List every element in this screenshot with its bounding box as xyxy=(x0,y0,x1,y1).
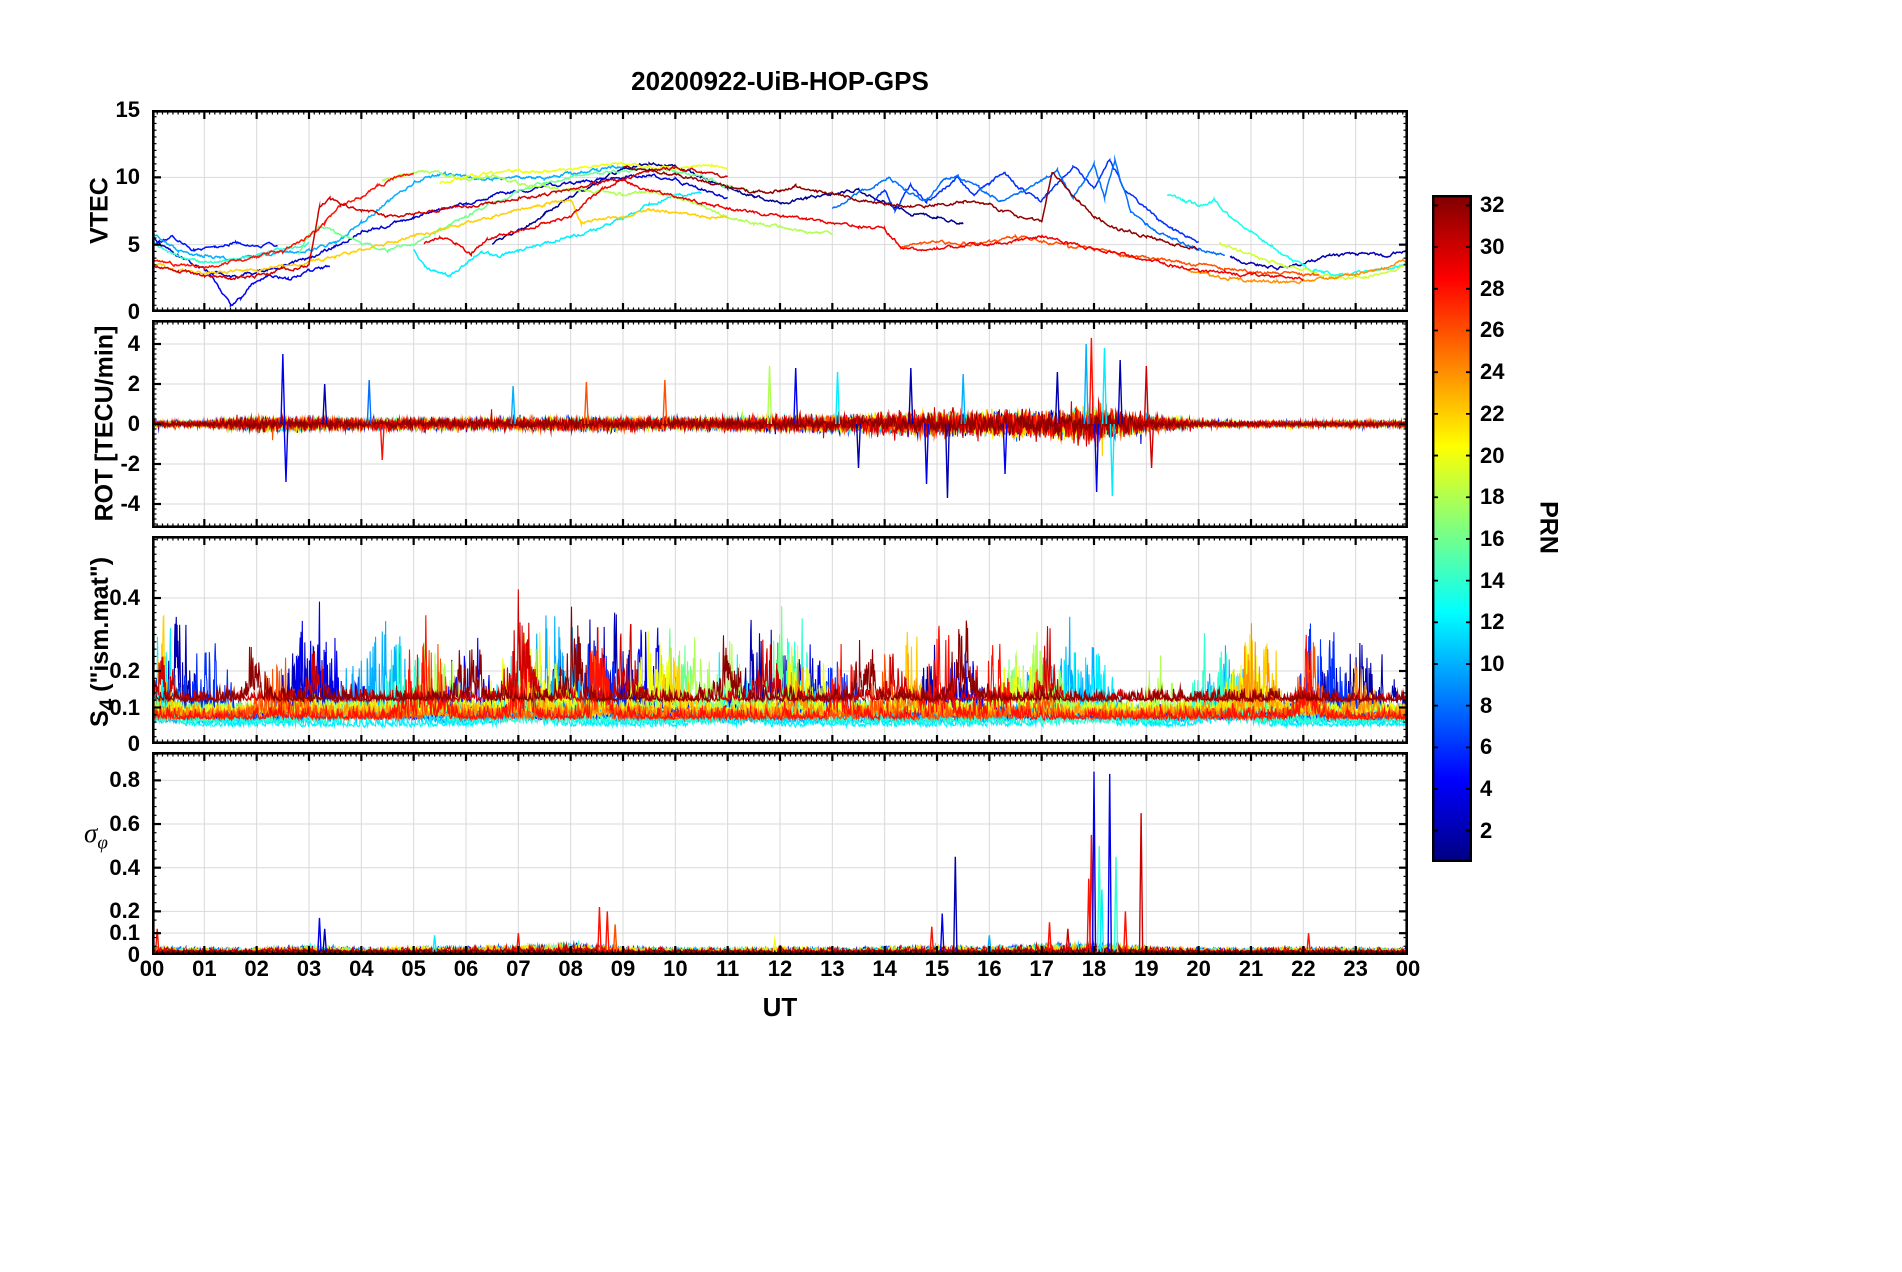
x-tick-label: 07 xyxy=(506,956,531,981)
colorbar-tick-label: 30 xyxy=(1480,234,1505,260)
x-tick-label: 02 xyxy=(244,956,269,981)
rot-panel-canvas xyxy=(152,320,1408,528)
y-tick-label: 0.6 xyxy=(109,811,140,837)
x-tick-label: 17 xyxy=(1029,956,1054,981)
y-tick-label: 0 xyxy=(127,942,140,967)
x-tick-label: 15 xyxy=(924,956,950,981)
x-tick-label: 05 xyxy=(401,956,426,981)
y-tick-label: 0 xyxy=(127,299,140,324)
x-tick-label: 06 xyxy=(453,956,479,981)
colorbar-tick-label: 10 xyxy=(1480,650,1505,676)
colorbar-tick-label: 32 xyxy=(1480,192,1505,218)
x-tick-label: 01 xyxy=(192,956,217,981)
colorbar-tick-label: 2 xyxy=(1480,817,1493,843)
colorbar-tick-label: 14 xyxy=(1480,567,1505,593)
sigma-label-main: σ xyxy=(84,818,98,848)
x-tick-label: 18 xyxy=(1081,956,1107,981)
y-tick-label: 0.1 xyxy=(109,920,140,946)
figure-title: 20200922-UiB-HOP-GPS xyxy=(631,66,929,96)
x-tick-label: 19 xyxy=(1134,956,1159,981)
y-tick-label: -4 xyxy=(120,491,140,516)
x-tick-label: 20 xyxy=(1186,956,1211,981)
y-tick-label: 0.2 xyxy=(109,658,140,684)
y-tick-label: 5 xyxy=(127,231,140,257)
x-tick-label: 00 xyxy=(139,956,165,981)
y-tick-label: 0.2 xyxy=(109,898,140,924)
x-tick-label: 11 xyxy=(716,956,740,981)
y-tick-label: 0 xyxy=(127,411,140,436)
x-tick-label: 10 xyxy=(663,956,688,981)
sigma-label-sub: φ xyxy=(97,832,108,854)
x-tick-label: 23 xyxy=(1343,956,1368,981)
colorbar-tick-label: 26 xyxy=(1480,317,1505,343)
y-tick-label: 4 xyxy=(127,331,140,356)
colorbar-tick-label: 16 xyxy=(1480,525,1505,551)
colorbar-tick-label: 12 xyxy=(1480,609,1505,635)
x-tick-label: 04 xyxy=(349,956,374,981)
prn-colorbar xyxy=(1432,195,1472,862)
x-axis-label: UT xyxy=(762,992,798,1022)
y-tick-label: 0.4 xyxy=(109,854,140,880)
colorbar-tick-label: 4 xyxy=(1480,776,1493,802)
x-tick-label: 14 xyxy=(872,956,897,981)
y-tick-label: 2 xyxy=(127,371,140,396)
y-tick-label: -2 xyxy=(120,451,140,476)
colorbar-tick-label: 20 xyxy=(1480,442,1505,468)
x-tick-label: 09 xyxy=(610,956,636,981)
x-tick-label: 12 xyxy=(767,956,793,981)
y-tick-label: 0.8 xyxy=(109,767,140,793)
colorbar-tick-label: 22 xyxy=(1480,400,1505,426)
x-tick-label: 13 xyxy=(820,956,845,981)
colorbar-tick-label: 6 xyxy=(1480,734,1493,760)
colorbar-tick-label: 24 xyxy=(1480,359,1505,385)
y-tick-label: 0.4 xyxy=(109,585,140,611)
x-tick-label: 00 xyxy=(1395,956,1421,981)
colorbar-tick-label: 18 xyxy=(1480,484,1505,510)
y-tick-label: 0.1 xyxy=(109,694,140,720)
colorbar-tick-label: 8 xyxy=(1480,692,1493,718)
sigma-phi-panel-canvas xyxy=(152,752,1408,955)
s4-panel-canvas xyxy=(152,536,1408,744)
x-tick-label: 22 xyxy=(1291,956,1316,981)
x-tick-label: 21 xyxy=(1238,956,1264,981)
y-tick-label: 15 xyxy=(115,97,140,122)
y-tick-label: 10 xyxy=(115,164,140,190)
x-tick-label: 16 xyxy=(977,956,1002,981)
x-tick-label: 03 xyxy=(296,956,322,981)
colorbar-tick-label: 28 xyxy=(1480,275,1505,301)
vtec-panel-canvas xyxy=(152,110,1408,312)
sigma-phi-axis-label: σφ xyxy=(84,818,108,854)
y-tick-label: 0 xyxy=(127,731,140,756)
x-tick-label: 08 xyxy=(558,956,583,981)
